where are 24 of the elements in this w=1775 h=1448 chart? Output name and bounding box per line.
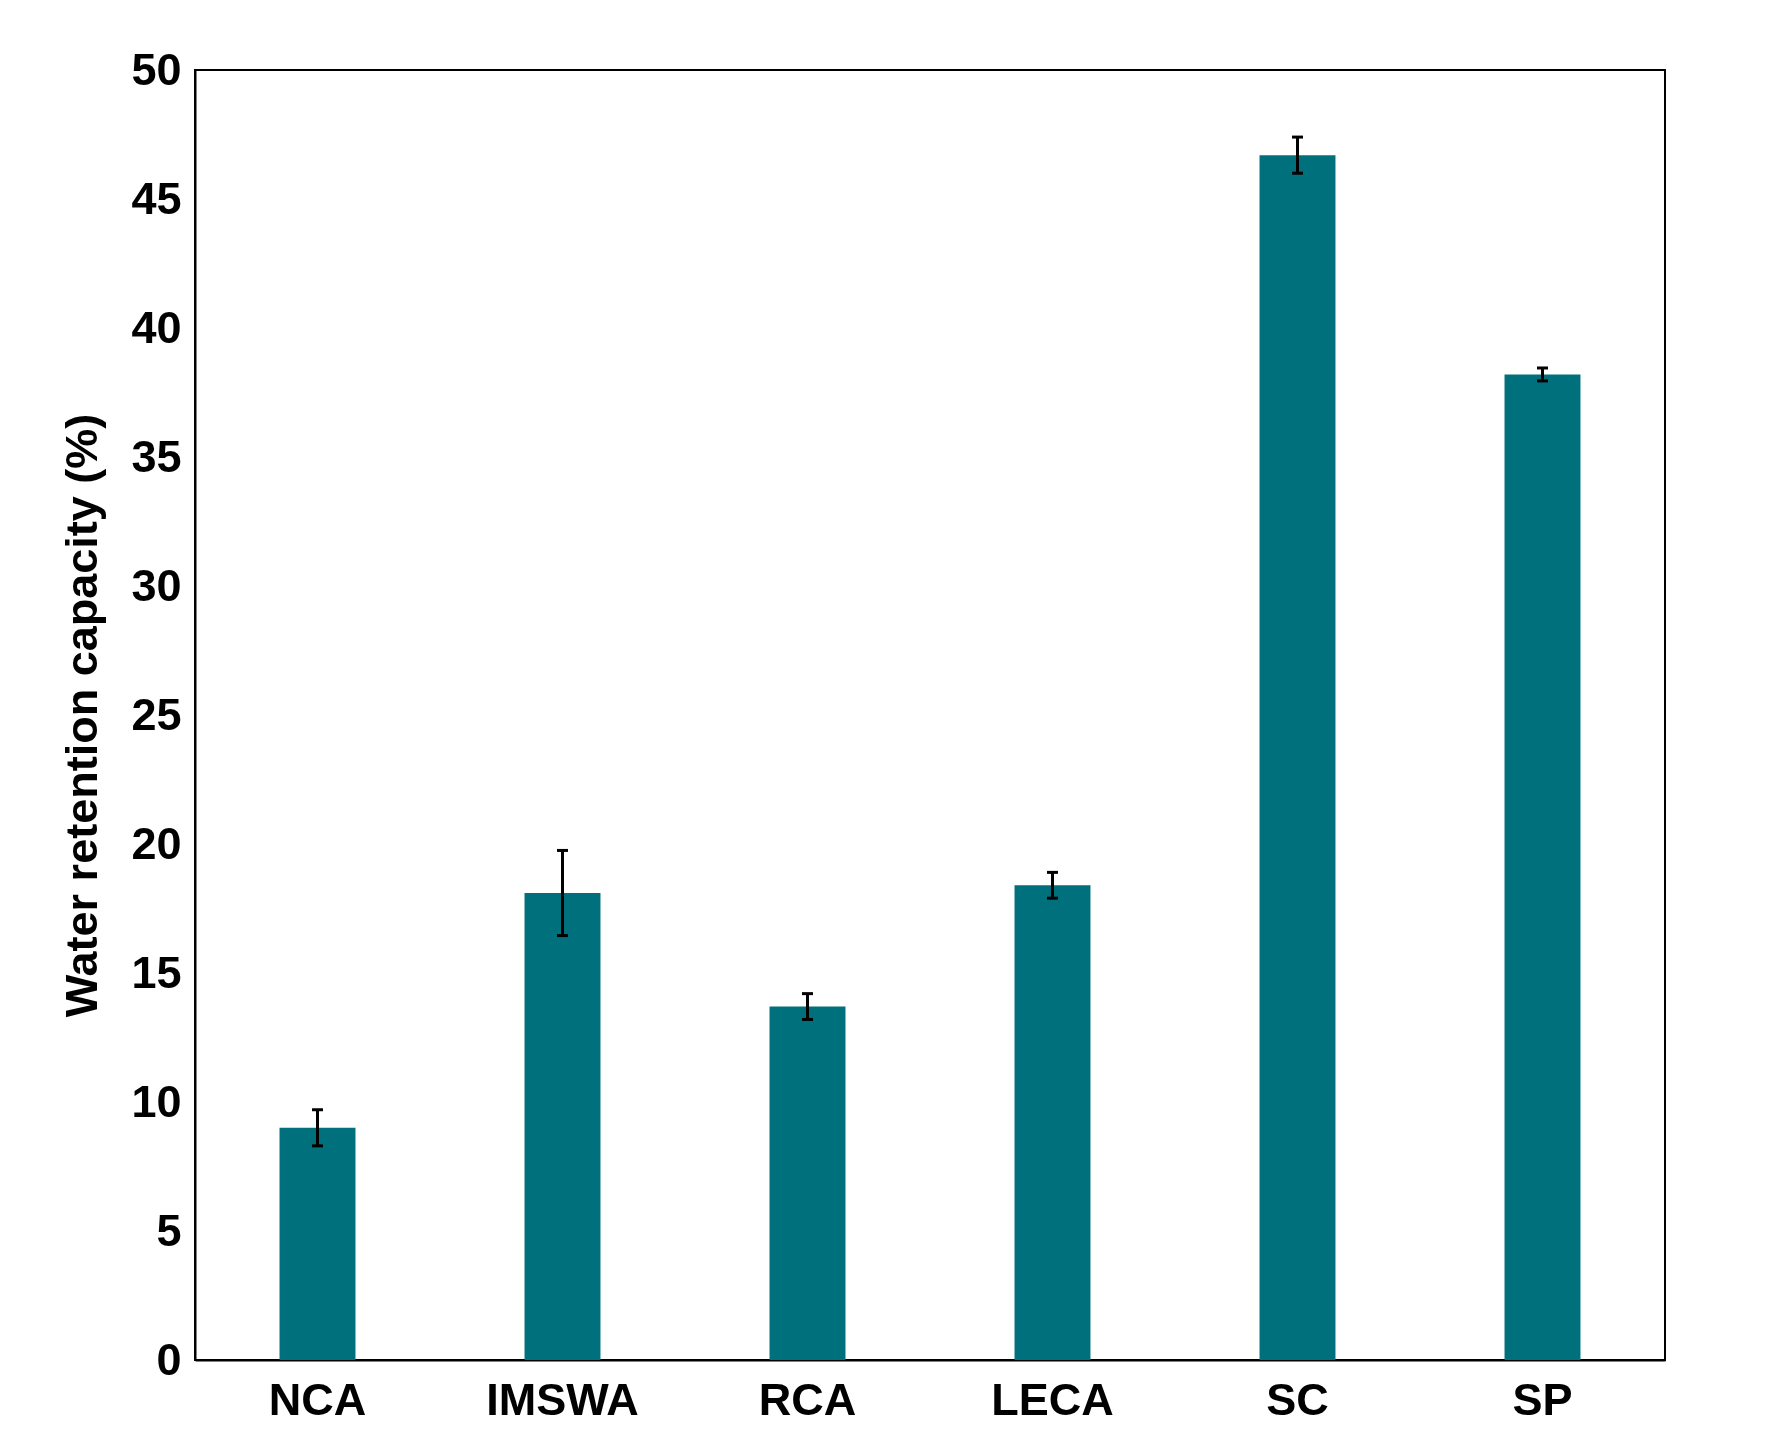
x-tick-label: IMSWA	[486, 1373, 639, 1425]
y-tick-label: 20	[131, 817, 182, 869]
bar	[279, 1127, 356, 1360]
bar	[1014, 885, 1091, 1360]
bar	[1259, 155, 1336, 1360]
y-tick-label: 15	[131, 946, 182, 998]
x-tick-label: RCA	[758, 1373, 857, 1425]
y-axis-title: Water retention capacity (%)	[56, 413, 108, 1018]
x-tick-label: SC	[1266, 1373, 1329, 1425]
y-tick-label: 5	[156, 1204, 182, 1256]
bar	[1504, 374, 1581, 1360]
x-tick-label: NCA	[268, 1373, 367, 1425]
y-tick-label: 35	[131, 430, 182, 482]
x-tick-label: SP	[1512, 1373, 1573, 1425]
y-tick-label: 45	[131, 172, 182, 224]
y-tick-label: 40	[131, 301, 182, 353]
bar	[769, 1006, 846, 1360]
y-tick-label: 0	[156, 1333, 182, 1385]
bar	[524, 893, 601, 1360]
y-tick-label: 25	[131, 688, 182, 740]
x-tick-label: LECA	[991, 1373, 1114, 1425]
y-tick-label: 30	[131, 559, 182, 611]
y-tick-label: 10	[131, 1075, 182, 1127]
y-tick-label: 50	[131, 43, 182, 95]
